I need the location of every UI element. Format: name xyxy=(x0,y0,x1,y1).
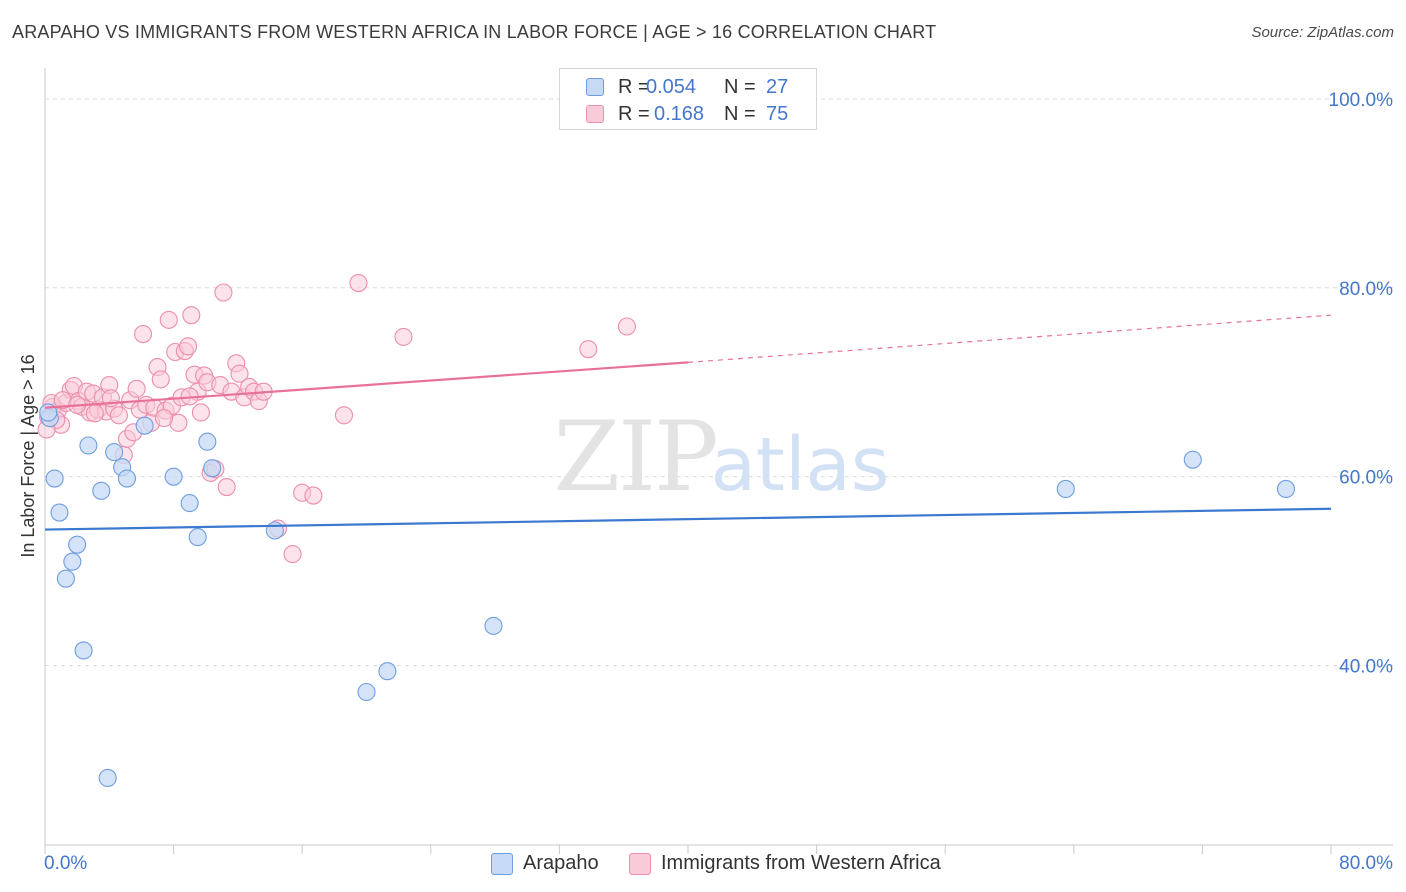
series-legend: Arapaho Immigrants from Western Africa xyxy=(0,852,1406,878)
data-point-immigrants xyxy=(154,409,174,428)
data-point-immigrants xyxy=(579,340,598,359)
data-point-immigrants xyxy=(394,327,413,346)
legend-swatch-arapaho xyxy=(586,78,604,96)
data-point-arapaho xyxy=(265,521,284,540)
legend-label-arapaho: Arapaho xyxy=(523,852,599,874)
trend-line-immigrants xyxy=(44,361,689,409)
stats-legend: R = 0.054 N = 27 R = 0.168 N = 75 xyxy=(559,68,817,130)
data-point-immigrants xyxy=(85,404,104,423)
data-point-arapaho xyxy=(180,494,199,513)
data-point-immigrants xyxy=(109,406,128,425)
data-point-immigrants xyxy=(191,403,210,422)
trend-line-arapaho xyxy=(44,507,1332,531)
data-point-arapaho xyxy=(1183,450,1202,469)
chart-title: ARAPAHO VS IMMIGRANTS FROM WESTERN AFRIC… xyxy=(12,22,937,42)
watermark-zip: ZIP xyxy=(553,401,716,513)
legend-item-immigrants[interactable]: Immigrants from Western Africa xyxy=(629,852,941,875)
legend-r-value: 0.168 xyxy=(654,102,705,125)
legend-r-value: 0.054 xyxy=(646,75,697,98)
legend-n-label: N = xyxy=(724,75,756,98)
data-point-immigrants xyxy=(159,310,178,329)
y-tick-label: 60.0% xyxy=(1339,468,1393,489)
y-axis-label: In Labor Force | Age > 16 xyxy=(18,354,38,557)
x-tick-label: 80.0% xyxy=(1339,853,1393,874)
legend-row-arapaho: R = 0.054 N = 27 xyxy=(586,75,788,99)
data-point-arapaho xyxy=(74,641,93,660)
data-point-arapaho xyxy=(68,535,87,554)
legend-swatch-immigrants xyxy=(586,105,604,123)
watermark: ZIP atlas xyxy=(553,401,889,513)
source-label: Source: ZipAtlas.com xyxy=(1251,24,1394,41)
data-point-arapaho xyxy=(63,552,82,571)
grid xyxy=(45,98,1393,667)
legend-n-value: 75 xyxy=(766,102,789,125)
data-point-immigrants xyxy=(134,325,153,344)
data-point-immigrants xyxy=(617,317,636,336)
data-point-immigrants xyxy=(127,379,146,398)
legend-label-immigrants: Immigrants from Western Africa xyxy=(661,852,941,874)
y-tick-label: 40.0% xyxy=(1339,657,1393,678)
data-point-arapaho xyxy=(357,682,376,702)
data-point-arapaho xyxy=(45,469,64,488)
axes xyxy=(44,68,1393,854)
data-point-arapaho xyxy=(1276,479,1296,498)
data-point-arapaho xyxy=(188,528,207,547)
legend-n-value: 27 xyxy=(766,75,789,98)
data-point-immigrants xyxy=(334,406,354,425)
data-point-arapaho xyxy=(135,416,154,435)
data-point-immigrants xyxy=(151,370,170,389)
data-point-immigrants xyxy=(349,274,368,293)
data-point-arapaho xyxy=(198,432,217,451)
trend-lines xyxy=(44,314,1332,531)
legend-item-arapaho[interactable]: Arapaho xyxy=(491,852,599,875)
legend-n-label: N = xyxy=(724,102,756,125)
legend-r-label: R = xyxy=(618,75,650,98)
data-point-immigrants xyxy=(182,306,201,325)
trend-line-immigrants-extension xyxy=(687,314,1332,363)
data-point-arapaho xyxy=(105,443,124,462)
data-point-arapaho xyxy=(56,569,75,588)
axis-labels: 40.0% 60.0% 80.0% 100.0% 0.0% 80.0% xyxy=(44,90,1393,874)
x-tick-label: 0.0% xyxy=(44,853,87,874)
data-point-arapaho xyxy=(79,436,98,455)
data-point-immigrants xyxy=(214,283,233,302)
series-immigrants xyxy=(37,274,636,564)
data-point-arapaho xyxy=(378,662,397,681)
data-point-immigrants xyxy=(304,486,323,505)
watermark-atlas: atlas xyxy=(711,422,890,508)
data-point-arapaho xyxy=(98,768,117,787)
data-point-arapaho xyxy=(203,459,222,478)
data-point-immigrants xyxy=(217,478,236,497)
data-point-arapaho xyxy=(164,467,183,486)
legend-swatch-arapaho xyxy=(491,852,513,875)
legend-row-immigrants: R = 0.168 N = 75 xyxy=(586,102,788,126)
data-point-arapaho xyxy=(117,469,137,488)
data-point-immigrants xyxy=(230,364,249,383)
data-point-immigrants xyxy=(179,337,198,356)
data-point-arapaho xyxy=(92,481,111,500)
data-point-arapaho xyxy=(484,616,503,635)
legend-r-label: R = xyxy=(618,102,650,125)
data-point-immigrants xyxy=(283,545,302,564)
data-point-arapaho xyxy=(50,503,69,522)
legend-swatch-immigrants xyxy=(629,852,651,875)
data-point-arapaho xyxy=(1056,479,1075,498)
y-tick-label: 80.0% xyxy=(1339,279,1393,300)
y-tick-label: 100.0% xyxy=(1329,90,1394,111)
